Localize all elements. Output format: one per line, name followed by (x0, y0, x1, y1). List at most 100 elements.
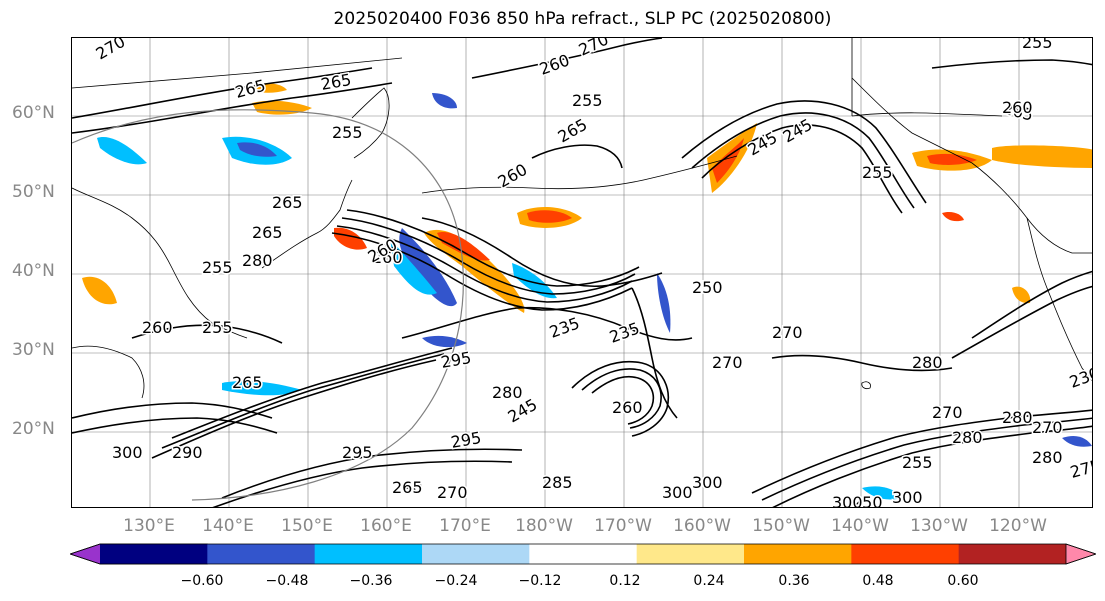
contour-label: 280 (1002, 408, 1033, 427)
colorbar-cell (529, 544, 638, 564)
contour-label: 265 (392, 478, 423, 497)
pos-anomaly-patch (927, 153, 977, 165)
contour-line (951, 285, 1092, 359)
contour-label: 255 (332, 123, 363, 142)
contour-label: 230 (1067, 363, 1093, 391)
lon-label-160e: 160°E (360, 516, 412, 536)
neg-anomaly-patch (97, 137, 147, 165)
colorbar-cells (70, 543, 1096, 565)
slp-pc-contours (72, 38, 1092, 507)
contour-line (761, 417, 1092, 501)
contour-line (421, 217, 663, 288)
contour-label: 255 (202, 258, 233, 277)
contour-line (691, 112, 915, 209)
contour-label: 260 (1002, 98, 1033, 117)
neg-anomaly-patch (432, 93, 457, 109)
contour-line (72, 402, 273, 419)
coastline-alaska (851, 77, 1092, 254)
coastline-america-west (1026, 217, 1092, 382)
contour-label: 300 (832, 493, 863, 508)
contour-line (772, 425, 1092, 507)
map-panel: 270 265 270 260 255 265 265 260 255 265 255 245 255 2… (71, 37, 1093, 508)
contour-label: 265 (232, 373, 263, 392)
contour-line (72, 82, 393, 134)
colorbar-tick-label: 0.24 (693, 573, 725, 589)
contour-label: 255 (862, 163, 893, 182)
lat-label-50n: 50°N (12, 182, 55, 202)
contour-line (401, 306, 693, 341)
contour-line (341, 217, 636, 295)
pos-anomaly-patch (252, 83, 287, 93)
contour-line (151, 359, 437, 459)
colorbar-tick-label: −0.12 (518, 573, 562, 589)
contour-line (72, 417, 278, 434)
contour-label: 270 (772, 323, 803, 342)
contour-line (131, 324, 283, 344)
pos-anomaly-patch (527, 210, 572, 223)
contour-label: 270 (712, 353, 743, 372)
lon-label-130e: 130°E (123, 516, 175, 536)
colorbar-tick-label: −0.24 (434, 573, 478, 589)
contour-label: 280 (952, 428, 983, 447)
colorbar-cell (422, 544, 530, 564)
contour-line (631, 287, 678, 419)
contour-line (471, 38, 663, 79)
contour-label: 260 (142, 318, 173, 337)
contour-label: 280 (492, 383, 523, 402)
projection-ring (72, 109, 464, 501)
lon-label-140w: 140°W (831, 516, 889, 536)
contour-label: 295 (439, 348, 472, 372)
contour-line (701, 124, 903, 214)
pos-anomaly-patch (992, 145, 1092, 168)
contour-label: 260 (372, 248, 403, 267)
pos-anomaly-patch (712, 138, 744, 183)
contour-line (336, 225, 633, 303)
colorbar-tick-label: 0.48 (862, 573, 894, 589)
pos-anomaly-patch (942, 211, 964, 222)
map-title: 2025020400 F036 850 hPa refract., SLP PC… (333, 9, 832, 29)
neg-anomaly-patch (237, 142, 277, 157)
contour-label: 300 (692, 473, 723, 492)
contour-label: 250 (852, 493, 883, 508)
coastline-russia-north (72, 57, 403, 89)
contour-label: 265 (555, 115, 591, 147)
contour-label: 270 (437, 483, 468, 502)
contour-label: 290 (392, 478, 423, 497)
contour-line (931, 59, 1092, 69)
contour-label: 300 (892, 488, 923, 507)
colorbar-cell (744, 544, 852, 564)
colorbar-cell (100, 544, 208, 564)
lon-label-170e: 170°E (439, 516, 491, 536)
contour-label: 285 (542, 473, 573, 492)
contour-line (681, 100, 927, 204)
contour-label: 280 (242, 251, 273, 270)
lon-label-150e: 150°E (281, 516, 333, 536)
colorbar-outline (70, 543, 1096, 565)
colorbar-cell (958, 544, 1067, 564)
graticule (72, 38, 1092, 507)
lon-label-130w: 130°W (910, 516, 968, 536)
lat-label-30n: 30°N (12, 340, 55, 360)
contour-label: 270 (932, 403, 963, 422)
contour-label: 270 (576, 38, 612, 60)
contour-line (346, 209, 640, 287)
pos-anomaly-patch (252, 100, 312, 115)
contour-label: 260 (612, 398, 643, 417)
coastline-canada-interior (851, 38, 1003, 117)
contour-label: 295 (342, 443, 373, 462)
contour-label: 270 (93, 38, 129, 63)
contour-line (171, 347, 453, 439)
contour-line (161, 353, 445, 449)
colorbar-tick-label: 0.12 (609, 573, 641, 589)
colorbar-cell (636, 544, 745, 564)
lat-label-40n: 40°N (12, 261, 55, 281)
contour-label: 270 (1032, 418, 1063, 437)
contour-line (212, 460, 513, 507)
colorbar-tick-label: −0.48 (265, 573, 309, 589)
pos-anomaly-patch (424, 229, 525, 313)
contour-line (571, 361, 669, 437)
contour-label: 280 (1032, 448, 1063, 467)
lat-label-20n: 20°N (12, 419, 55, 439)
pos-anomaly-patch (437, 232, 490, 261)
neg-anomaly-patch (422, 335, 467, 348)
